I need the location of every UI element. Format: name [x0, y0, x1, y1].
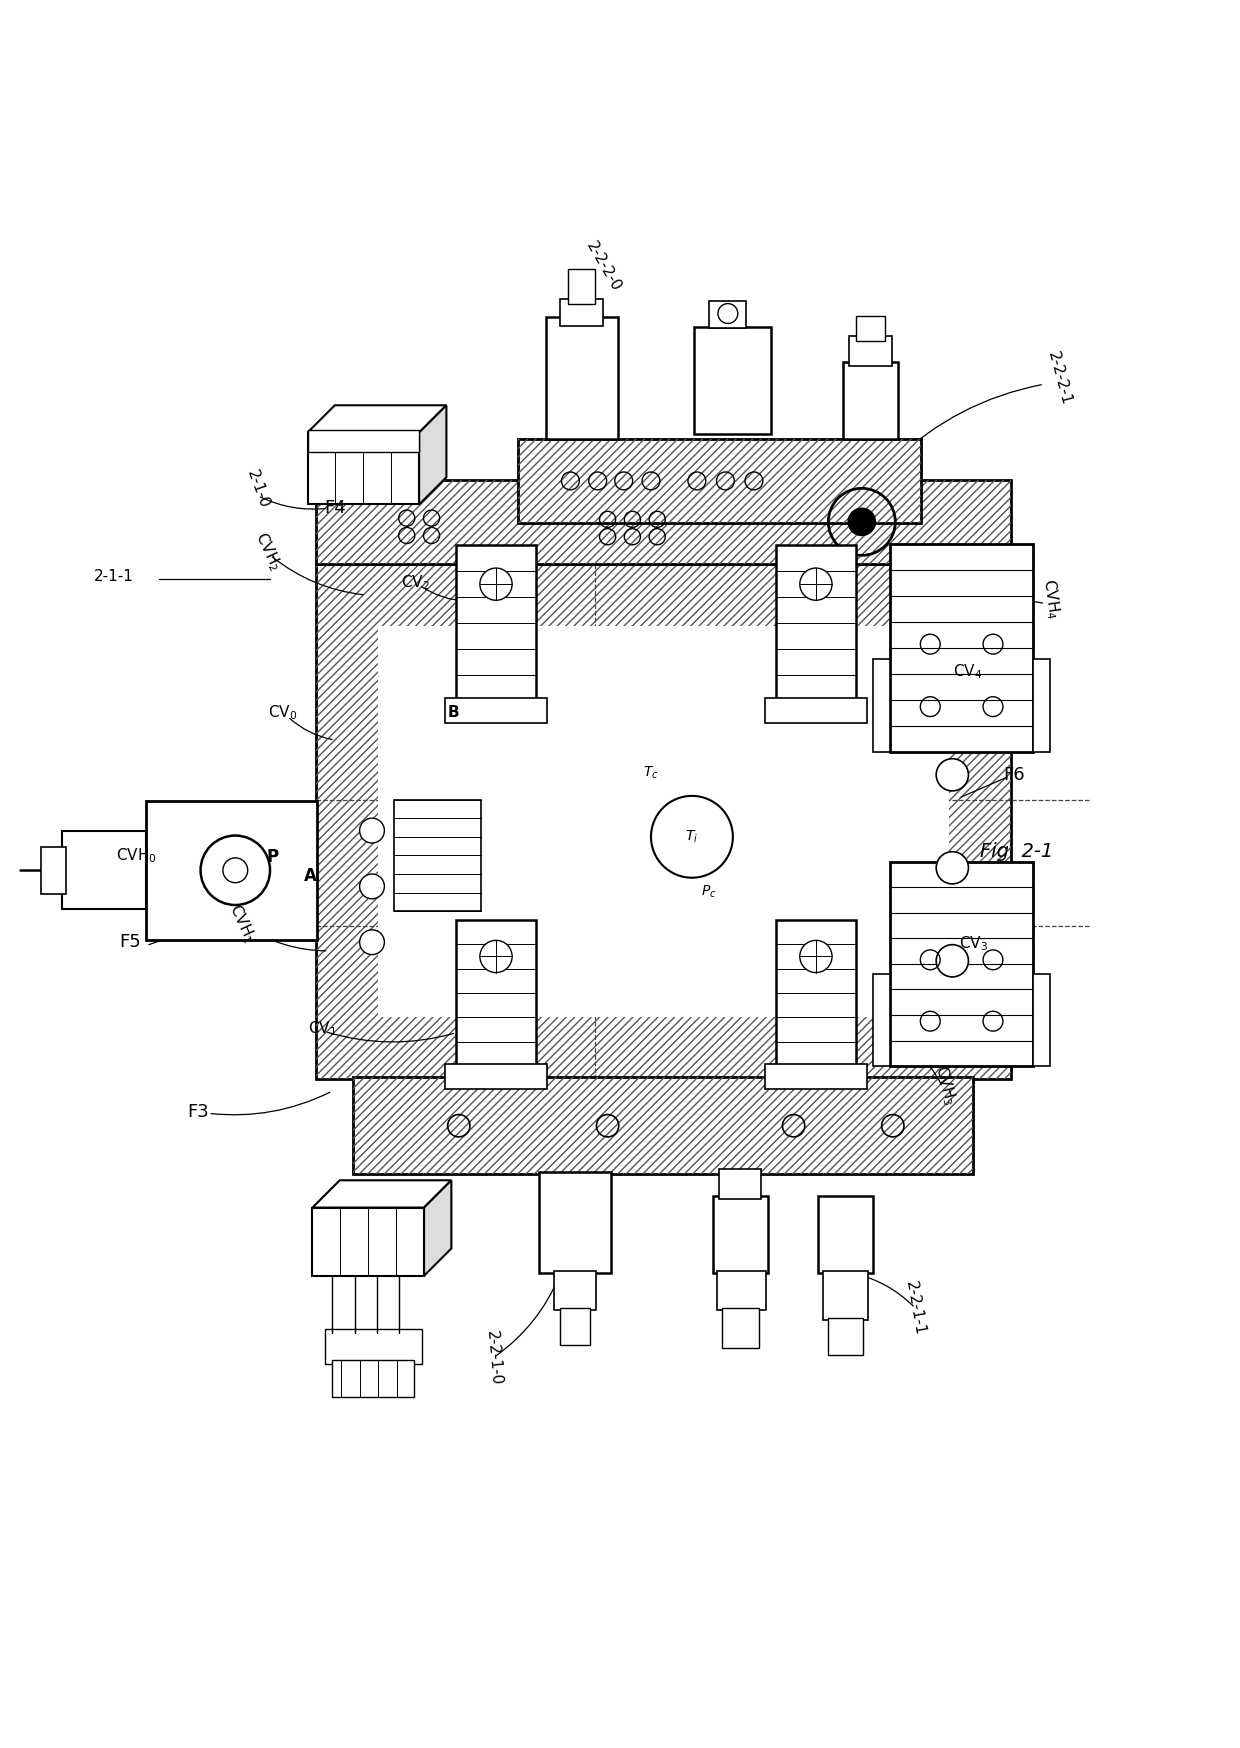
Bar [719, 1169, 761, 1199]
Bar [332, 1360, 414, 1397]
Text: B: B [448, 704, 460, 720]
Circle shape [936, 944, 968, 977]
Circle shape [848, 509, 875, 535]
Text: 2-2-1-0: 2-2-1-0 [484, 1330, 503, 1386]
Bar [717, 1271, 766, 1311]
Bar [823, 1271, 868, 1320]
Text: CV$_1$: CV$_1$ [308, 1019, 337, 1038]
Text: $T_i$: $T_i$ [686, 829, 698, 844]
Text: Fig. 2-1: Fig. 2-1 [980, 843, 1054, 862]
Text: F4: F4 [324, 500, 346, 517]
Bar [818, 1196, 873, 1273]
Bar [539, 1171, 611, 1273]
Bar [146, 801, 317, 940]
Text: CV$_0$: CV$_0$ [268, 703, 298, 722]
Circle shape [360, 930, 384, 954]
Bar [394, 799, 481, 911]
Text: P: P [267, 848, 279, 865]
Bar [518, 439, 921, 523]
Text: CVH$_2$: CVH$_2$ [250, 530, 285, 573]
Bar [456, 545, 536, 701]
Polygon shape [308, 406, 446, 432]
Text: CVH$_0$: CVH$_0$ [117, 846, 156, 865]
Circle shape [651, 795, 733, 877]
Bar [765, 1065, 867, 1089]
Bar [776, 919, 856, 1066]
Bar [776, 545, 856, 701]
Text: CV$_3$: CV$_3$ [959, 933, 988, 953]
Bar [312, 1208, 424, 1276]
Bar [456, 919, 536, 1066]
Bar [308, 430, 419, 453]
Text: 2-2-1-1: 2-2-1-1 [903, 1280, 928, 1337]
Bar [568, 269, 595, 304]
Bar [828, 1318, 863, 1355]
Text: 2-1-0: 2-1-0 [244, 468, 272, 510]
Polygon shape [419, 406, 446, 505]
Circle shape [936, 759, 968, 790]
Bar [713, 1196, 768, 1273]
Text: F6: F6 [1003, 766, 1025, 783]
Text: $P_c$: $P_c$ [702, 883, 717, 900]
Bar [843, 362, 898, 439]
Text: $T_c$: $T_c$ [644, 764, 658, 781]
Circle shape [480, 568, 512, 600]
Bar [694, 327, 771, 434]
Text: F3: F3 [187, 1103, 210, 1120]
Bar [308, 432, 419, 505]
Bar [554, 1271, 596, 1311]
Text: CVH$_3$: CVH$_3$ [930, 1063, 960, 1106]
Text: A: A [304, 867, 316, 886]
Circle shape [800, 568, 832, 600]
Bar [353, 1077, 973, 1175]
Text: CV$_4$: CV$_4$ [952, 662, 982, 682]
Text: 2-2-2-1: 2-2-2-1 [1045, 350, 1074, 407]
Text: F5: F5 [119, 933, 141, 951]
Bar [62, 832, 146, 909]
Bar [873, 659, 890, 752]
Bar [316, 479, 1011, 565]
Circle shape [480, 940, 512, 972]
Text: CV$_2$: CV$_2$ [401, 573, 430, 593]
Bar [518, 439, 921, 523]
Text: 2-1-1: 2-1-1 [94, 568, 134, 584]
Bar [316, 565, 1011, 1079]
Bar [560, 299, 603, 325]
Text: CVH$_1$: CVH$_1$ [224, 902, 259, 946]
Circle shape [360, 874, 384, 898]
Bar [445, 697, 547, 722]
Bar [41, 846, 66, 893]
Circle shape [800, 940, 832, 972]
Bar [378, 626, 949, 1017]
Bar [445, 1065, 547, 1089]
Bar [890, 862, 1033, 1066]
Bar [722, 1308, 759, 1348]
Bar [353, 1077, 973, 1175]
Polygon shape [424, 1180, 451, 1276]
Bar [316, 479, 1011, 565]
Bar [856, 316, 885, 341]
Circle shape [360, 818, 384, 843]
Bar [316, 565, 1011, 1079]
Bar [560, 1308, 590, 1346]
Text: CVH$_4$: CVH$_4$ [1039, 577, 1064, 621]
Bar [709, 301, 746, 329]
Bar [1033, 974, 1050, 1066]
Bar [849, 336, 892, 365]
Bar [1033, 659, 1050, 752]
Text: 2-2-2-0: 2-2-2-0 [584, 238, 624, 294]
Bar [765, 697, 867, 722]
Bar [873, 974, 890, 1066]
Polygon shape [312, 1180, 451, 1208]
Bar [325, 1328, 422, 1363]
Circle shape [936, 851, 968, 884]
Bar [546, 316, 618, 439]
Bar [890, 544, 1033, 752]
